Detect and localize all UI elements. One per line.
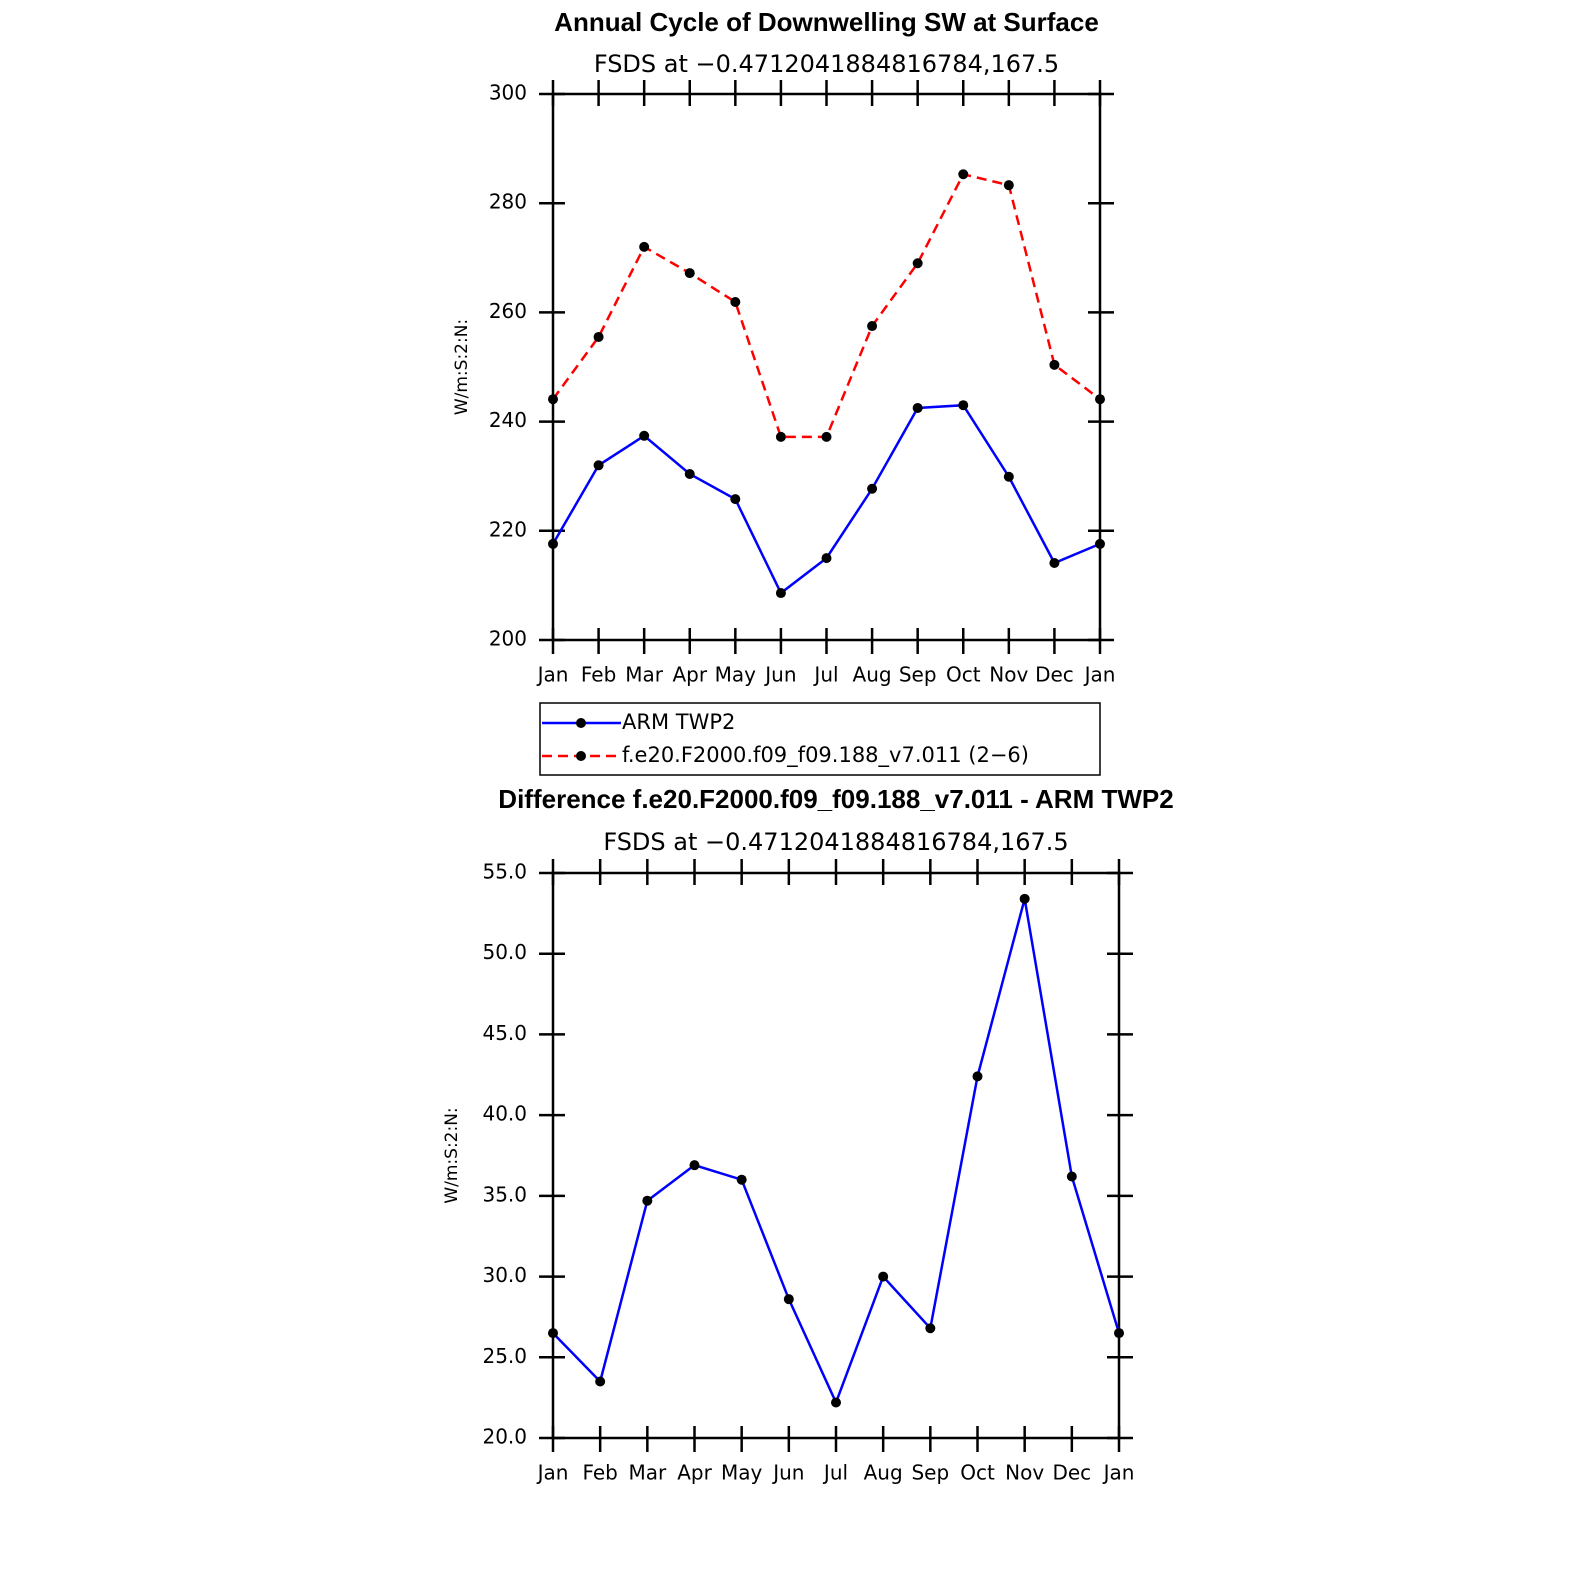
data-point: [867, 483, 878, 494]
x-tick-label: Nov: [989, 663, 1028, 687]
data-point: [1095, 538, 1105, 549]
y-tick-label: 40.0: [482, 1102, 527, 1126]
data-line: [551, 172, 1101, 439]
data-point: [878, 1271, 889, 1282]
y-tick-label: 300: [489, 81, 527, 105]
y-tick-label: 260: [489, 299, 527, 323]
data-point: [684, 268, 695, 279]
x-tick-label: Dec: [1052, 1461, 1091, 1485]
x-tick-label: Feb: [581, 663, 616, 687]
y-axis-label: W/m:S:2:N:: [452, 319, 472, 415]
data-point: [958, 400, 969, 411]
x-tick-label: Dec: [1035, 663, 1074, 687]
data-point: [548, 1328, 558, 1339]
x-tick-label: Sep: [899, 663, 937, 687]
data-point: [730, 297, 741, 308]
data-point: [1114, 1328, 1124, 1339]
data-point: [593, 331, 604, 342]
data-point: [1019, 893, 1030, 904]
data-point: [783, 1294, 794, 1305]
chart-subtitle: FSDS at −0.4712041884816784,167.5: [603, 828, 1068, 856]
x-tick-label: Jan: [1102, 1461, 1135, 1485]
legend-label: f.e20.F2000.f09_f09.188_v7.011 (2−6): [622, 743, 1029, 768]
data-point: [595, 1376, 606, 1387]
y-axis-label: W/m:S:2:N:: [442, 1107, 462, 1203]
x-tick-label: Feb: [582, 1461, 617, 1485]
data-point: [775, 431, 786, 442]
x-tick-label: May: [721, 1461, 763, 1485]
data-point: [912, 258, 923, 269]
x-tick-label: Jul: [822, 1461, 848, 1485]
x-tick-label: Oct: [960, 1461, 995, 1485]
data-point: [736, 1174, 747, 1185]
x-tick-label: Oct: [946, 663, 981, 687]
x-tick-label: Apr: [677, 1461, 712, 1485]
legend-label: ARM TWP2: [622, 710, 735, 734]
y-tick-label: 200: [489, 627, 527, 651]
x-tick-label: Jan: [1083, 663, 1116, 687]
x-tick-label: Jun: [763, 663, 796, 687]
y-tick-label: 25.0: [482, 1344, 527, 1368]
y-tick-label: 45.0: [482, 1021, 527, 1045]
data-point: [689, 1160, 700, 1171]
data-point: [1049, 558, 1060, 569]
chart-title: Difference f.e20.F2000.f09_f09.188_v7.01…: [498, 784, 1173, 814]
x-tick-label: Jan: [536, 1461, 569, 1485]
legend-marker: [576, 751, 586, 761]
data-point: [821, 553, 832, 564]
data-point: [642, 1195, 653, 1206]
x-tick-label: Nov: [1005, 1461, 1044, 1485]
data-point: [972, 1071, 983, 1082]
data-point: [1049, 359, 1060, 370]
y-tick-label: 220: [489, 517, 527, 541]
legend-marker: [576, 718, 586, 728]
data-point: [912, 402, 923, 413]
chart-subtitle: FSDS at −0.4712041884816784,167.5: [594, 50, 1059, 78]
x-tick-label: Jan: [536, 663, 569, 687]
data-point: [831, 1397, 841, 1408]
data-point: [775, 588, 786, 599]
data-point: [730, 494, 741, 505]
data-point: [1003, 471, 1014, 482]
data-point: [593, 460, 604, 471]
data-point: [867, 321, 878, 332]
x-tick-label: Jul: [812, 663, 838, 687]
data-point: [684, 469, 695, 480]
data-point: [925, 1323, 936, 1334]
y-tick-label: 240: [489, 408, 527, 432]
x-tick-label: Apr: [672, 663, 707, 687]
x-tick-label: Aug: [864, 1461, 903, 1485]
data-point: [821, 431, 832, 442]
data-point: [548, 538, 558, 549]
x-tick-label: May: [715, 663, 757, 687]
x-tick-label: Mar: [628, 1461, 667, 1485]
legend-box: [539, 702, 1101, 776]
chart-title: Annual Cycle of Downwelling SW at Surfac…: [554, 7, 1099, 37]
y-tick-label: 50.0: [482, 940, 527, 964]
y-tick-label: 20.0: [482, 1425, 527, 1449]
data-point: [639, 241, 650, 252]
data-point: [639, 430, 650, 441]
data-point: [1095, 394, 1105, 405]
data-point: [1066, 1171, 1077, 1182]
y-tick-label: 30.0: [482, 1263, 527, 1287]
y-tick-label: 35.0: [482, 1182, 527, 1206]
x-tick-label: Mar: [625, 663, 664, 687]
data-point: [958, 169, 969, 180]
data-point: [1003, 180, 1014, 191]
data-line: [552, 898, 1121, 1406]
y-tick-label: 280: [489, 190, 527, 214]
x-tick-label: Jun: [771, 1461, 804, 1485]
x-tick-label: Sep: [911, 1461, 949, 1485]
x-tick-label: Aug: [853, 663, 892, 687]
y-tick-label: 55.0: [482, 860, 527, 884]
data-point: [548, 394, 558, 405]
